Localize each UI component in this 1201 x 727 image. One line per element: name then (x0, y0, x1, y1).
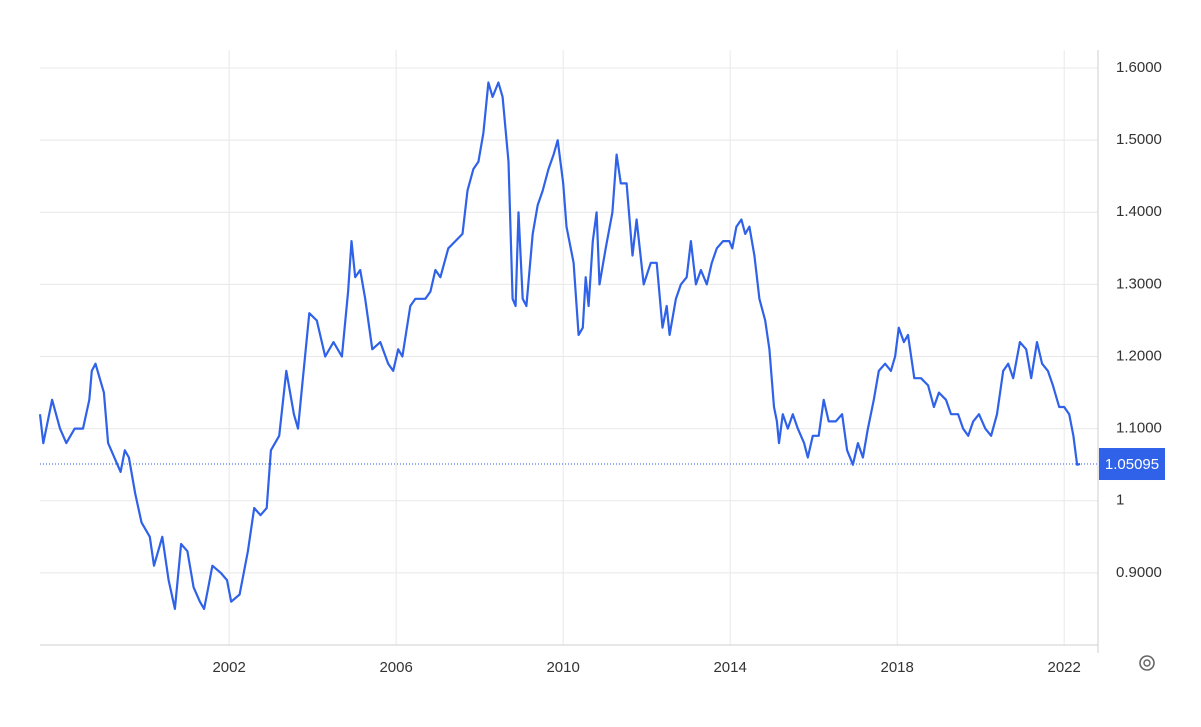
x-tick-label: 2010 (546, 659, 579, 676)
y-tick-label: 1.6000 (1116, 59, 1162, 76)
y-tick-label: 1.1000 (1116, 420, 1162, 437)
y-tick-label: 0.9000 (1116, 564, 1162, 581)
y-tick-label: 1 (1116, 492, 1124, 509)
x-tick-label: 2018 (880, 659, 913, 676)
x-tick-label: 2014 (713, 659, 746, 676)
x-tick-label: 2002 (212, 659, 245, 676)
gear-center[interactable] (1143, 659, 1151, 667)
y-tick-label: 1.5000 (1116, 131, 1162, 148)
gear[interactable] (1139, 655, 1155, 671)
price-line (38, 81, 1081, 610)
last-value-label: 1.05095 (1105, 456, 1159, 473)
x-tick-label: 2006 (379, 659, 412, 676)
settings-icon[interactable] (1139, 655, 1155, 671)
y-tick-label: 1.4000 (1116, 203, 1162, 220)
y-tick-label: 1.2000 (1116, 347, 1162, 364)
x-tick-label: 2022 (1047, 659, 1080, 676)
y-tick-label: 1.3000 (1116, 275, 1162, 292)
last-value-badge (1099, 448, 1165, 481)
